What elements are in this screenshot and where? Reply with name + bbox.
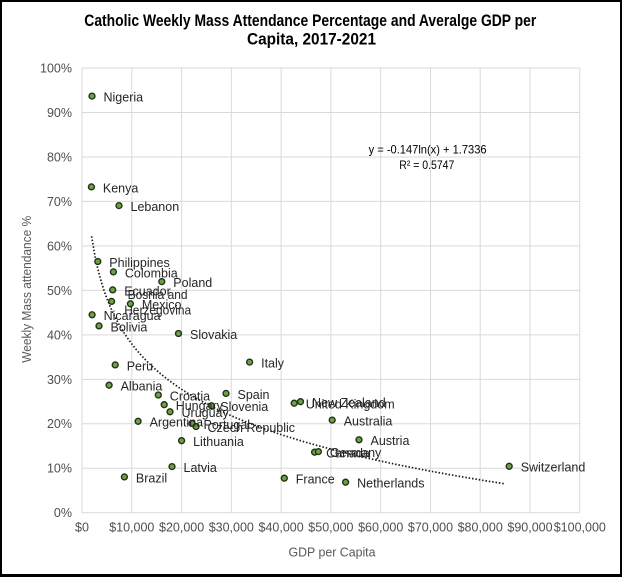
svg-text:40%: 40%: [47, 328, 72, 342]
svg-text:Croatia: Croatia: [170, 389, 210, 403]
svg-text:Kenya: Kenya: [103, 181, 138, 195]
svg-text:Catholic Weekly Mass Attendanc: Catholic Weekly Mass Attendance Percenta…: [84, 12, 536, 30]
svg-text:$10,000: $10,000: [109, 521, 154, 535]
svg-text:Lithuania: Lithuania: [193, 435, 244, 449]
svg-text:New Zealand: New Zealand: [312, 396, 386, 410]
svg-text:France: France: [296, 473, 335, 487]
svg-text:Canada: Canada: [326, 447, 370, 461]
svg-text:50%: 50%: [47, 284, 72, 298]
svg-text:Albania: Albania: [121, 380, 163, 394]
svg-text:$90,000: $90,000: [507, 521, 552, 535]
svg-text:Capita, 2017-2021: Capita, 2017-2021: [247, 31, 376, 49]
svg-text:Colombia: Colombia: [125, 266, 178, 280]
svg-text:10%: 10%: [47, 462, 72, 476]
svg-text:Weekly Mass attendance %: Weekly Mass attendance %: [20, 216, 34, 363]
svg-text:Bolivia: Bolivia: [111, 320, 148, 334]
svg-text:Uruguay: Uruguay: [182, 406, 230, 420]
svg-text:Herzegovina: Herzegovina: [124, 304, 191, 318]
svg-text:Austria: Austria: [371, 434, 410, 448]
svg-text:$100,000: $100,000: [554, 521, 606, 535]
svg-text:Portugal: Portugal: [204, 418, 251, 432]
svg-text:Italy: Italy: [261, 357, 285, 371]
svg-text:90%: 90%: [47, 106, 72, 120]
svg-text:100%: 100%: [40, 61, 72, 75]
svg-text:$80,000: $80,000: [458, 521, 503, 535]
svg-text:$70,000: $70,000: [408, 521, 453, 535]
svg-text:$0: $0: [75, 521, 89, 535]
svg-text:30%: 30%: [47, 373, 72, 387]
svg-text:Bosnia and: Bosnia and: [128, 288, 188, 302]
svg-text:$50,000: $50,000: [308, 521, 353, 535]
svg-text:Latvia: Latvia: [184, 461, 217, 475]
svg-text:Peru: Peru: [127, 359, 153, 373]
svg-text:Netherlands: Netherlands: [357, 477, 424, 491]
svg-text:80%: 80%: [47, 150, 72, 164]
svg-text:GDP per Capita: GDP per Capita: [289, 546, 376, 560]
svg-text:Czech Republic: Czech Republic: [208, 421, 296, 435]
svg-text:Philippines: Philippines: [109, 256, 169, 270]
svg-text:Brazil: Brazil: [136, 471, 167, 485]
svg-text:Nigeria: Nigeria: [104, 91, 144, 105]
svg-text:Slovenia: Slovenia: [220, 400, 268, 414]
svg-text:Australia: Australia: [344, 415, 393, 429]
svg-text:60%: 60%: [47, 239, 72, 253]
svg-text:Slovakia: Slovakia: [190, 328, 237, 342]
svg-text:$30,000: $30,000: [209, 521, 254, 535]
svg-text:20%: 20%: [47, 417, 72, 431]
svg-text:United Kingdom: United Kingdom: [306, 398, 395, 412]
svg-text:$60,000: $60,000: [358, 521, 403, 535]
svg-text:Nicaragua: Nicaragua: [104, 309, 161, 323]
svg-text:Ecuador: Ecuador: [124, 284, 171, 298]
svg-text:Hungary: Hungary: [176, 399, 224, 413]
svg-text:70%: 70%: [47, 195, 72, 209]
svg-text:Poland: Poland: [173, 276, 212, 290]
svg-text:Lebanon: Lebanon: [131, 200, 180, 214]
svg-text:$20,000: $20,000: [159, 521, 204, 535]
svg-text:0%: 0%: [54, 506, 72, 520]
svg-text:R² = 0.5747: R² = 0.5747: [399, 158, 454, 172]
svg-text:Spain: Spain: [238, 388, 270, 402]
svg-text:$40,000: $40,000: [259, 521, 304, 535]
svg-text:Switzerland: Switzerland: [521, 461, 586, 475]
svg-text:Argentina: Argentina: [150, 416, 204, 430]
svg-text:Mexico: Mexico: [142, 298, 182, 312]
svg-text:y = -0.147ln(x) + 1.7336: y = -0.147ln(x) + 1.7336: [369, 143, 487, 157]
svg-text:Germany: Germany: [330, 446, 382, 460]
